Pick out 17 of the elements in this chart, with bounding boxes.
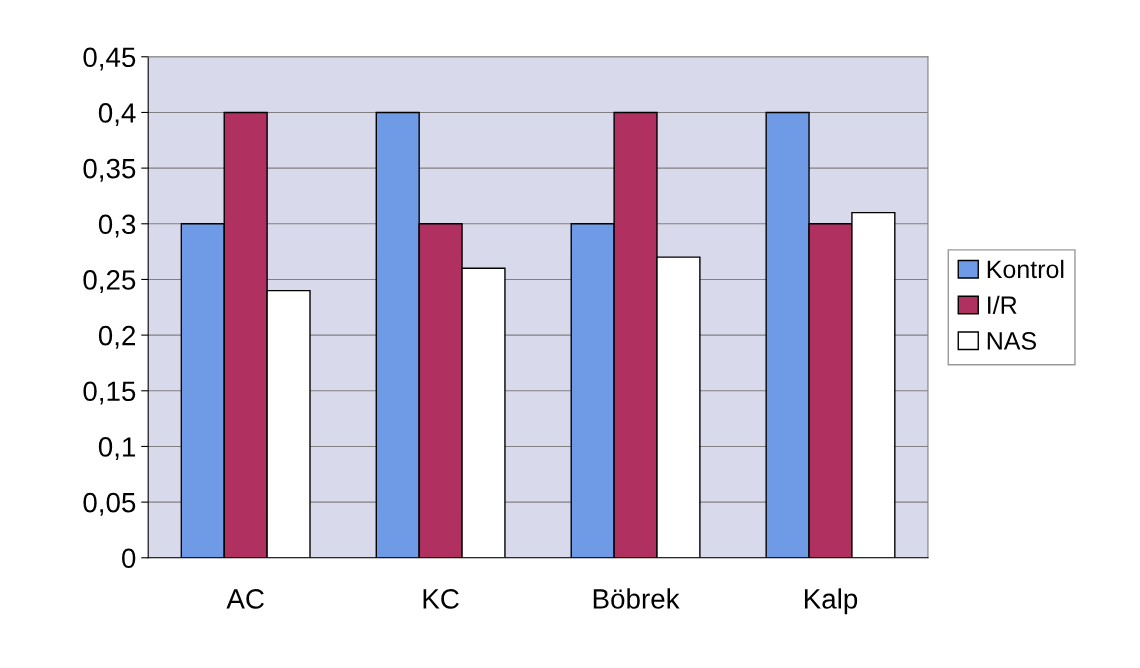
y-tick-label: 0 — [122, 548, 136, 569]
legend-label: NAS — [987, 332, 1037, 350]
x-tick-label: Kalp — [804, 588, 858, 615]
y-tick-label: 0,45 — [83, 47, 136, 71]
x-tick-label: Böbrek — [593, 588, 680, 609]
legend-label: I/R — [988, 295, 1017, 314]
x-tick-label: AC — [226, 589, 264, 609]
y-tick-label: 0,3 — [98, 214, 136, 238]
y-tick-label: 0,1 — [98, 437, 136, 461]
y-tick-label: 0,2 — [98, 325, 135, 349]
y-tick-label: 0,05 — [83, 492, 136, 516]
x-tick-label: KC — [423, 589, 459, 609]
y-tick-label: 0,35 — [83, 158, 136, 182]
y-tick-label: 0,4 — [98, 103, 136, 127]
y-tick-label: 0,25 — [83, 270, 136, 294]
legend-label: Kontrol — [987, 259, 1064, 279]
y-tick-label: 0,15 — [83, 381, 136, 405]
